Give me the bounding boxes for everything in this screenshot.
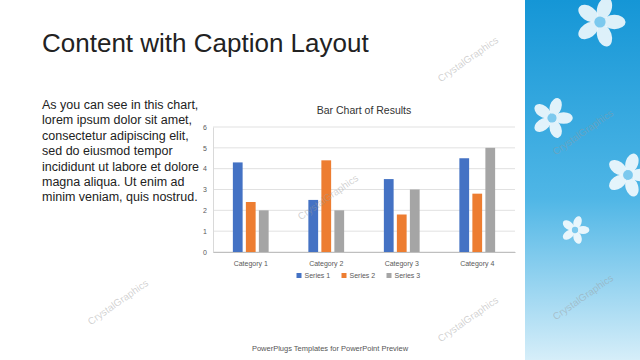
bar xyxy=(233,162,243,252)
y-tick-label: 1 xyxy=(203,228,207,235)
y-tick-label: 5 xyxy=(203,145,207,152)
bar xyxy=(334,210,344,252)
legend-swatch xyxy=(297,273,302,278)
flower xyxy=(561,215,589,245)
flower-center xyxy=(547,113,556,122)
watermarks: CrystalGraphics CrystalGraphics CrystalGra… xyxy=(86,34,616,344)
flower-center xyxy=(572,227,578,233)
footer: PowerPlugs Templates for PowerPoint Prev… xyxy=(252,344,409,353)
chart: Bar Chart of Results0123456Category 1Cat… xyxy=(203,104,515,279)
legend-swatch xyxy=(387,273,392,278)
grid-line xyxy=(213,168,515,169)
watermark: CrystalGraphics xyxy=(436,294,501,344)
bar xyxy=(485,148,495,252)
watermark: CrystalGraphics xyxy=(296,172,361,222)
flower-center xyxy=(623,170,633,180)
grid-line xyxy=(213,189,515,190)
flower-center xyxy=(594,16,605,27)
watermark: CrystalGraphics xyxy=(551,107,616,157)
grid-line xyxy=(213,252,515,253)
x-tick-label: Category 4 xyxy=(460,260,494,268)
bars xyxy=(233,148,495,252)
legend-swatch xyxy=(342,273,347,278)
bar xyxy=(472,194,482,252)
x-tick-label: Category 2 xyxy=(309,260,343,268)
y-tick: 5 xyxy=(203,145,213,152)
x-axis: Category 1 Category 2 Category 3 Category 4 xyxy=(214,252,516,268)
x-tick: Category 4 xyxy=(460,252,494,268)
x-tick: Category 2 xyxy=(309,252,343,268)
watermark: CrystalGraphics xyxy=(551,272,616,322)
grid-line xyxy=(213,127,515,128)
slide-title: Content with Caption Layout xyxy=(42,28,369,58)
y-axis: 0 1 2 3 4 5 6 xyxy=(203,124,213,256)
flower xyxy=(575,0,626,49)
y-tick-label: 0 xyxy=(203,249,207,256)
flower xyxy=(606,152,640,199)
bar xyxy=(259,210,269,252)
y-tick-label: 4 xyxy=(203,165,207,172)
y-tick-label: 2 xyxy=(203,207,207,214)
grid-line xyxy=(213,147,515,148)
x-tick: Category 3 xyxy=(385,252,419,268)
chart-title: Bar Chart of Results xyxy=(317,104,412,116)
side-panel xyxy=(525,0,640,360)
legend-label: Series 2 xyxy=(350,272,376,279)
x-tick-label: Category 3 xyxy=(385,260,419,268)
caption: As you can see in this chart, lorem ipsu… xyxy=(42,98,210,206)
x-tick: Category 1 xyxy=(234,252,268,268)
bar xyxy=(384,179,394,252)
background xyxy=(0,0,640,360)
y-tick: 0 xyxy=(203,249,213,256)
y-tick: 2 xyxy=(203,207,213,214)
bar xyxy=(246,202,256,252)
y-tick: 4 xyxy=(203,165,213,172)
legend: Series 1 Series 2 Series 3 xyxy=(297,272,421,279)
y-tick-label: 6 xyxy=(203,124,207,131)
y-tick: 3 xyxy=(203,186,213,193)
grid xyxy=(213,127,515,252)
grid-line xyxy=(213,210,515,211)
x-axis-line xyxy=(214,252,516,253)
grid-line xyxy=(213,231,515,232)
y-tick-label: 3 xyxy=(203,186,207,193)
legend-label: Series 3 xyxy=(395,272,421,279)
bar xyxy=(459,158,469,252)
bar xyxy=(397,215,407,253)
legend-label: Series 1 xyxy=(305,272,331,279)
slide: Content with Caption Layout PowerPlugs Te… xyxy=(0,0,640,360)
y-tick: 1 xyxy=(203,228,213,235)
y-tick: 6 xyxy=(203,124,213,131)
y-axis-line xyxy=(213,128,214,253)
watermark: CrystalGraphics xyxy=(86,277,151,327)
watermark: CrystalGraphics xyxy=(436,34,501,84)
x-tick-label: Category 1 xyxy=(234,260,268,268)
flower xyxy=(532,96,573,139)
bar xyxy=(410,190,420,253)
